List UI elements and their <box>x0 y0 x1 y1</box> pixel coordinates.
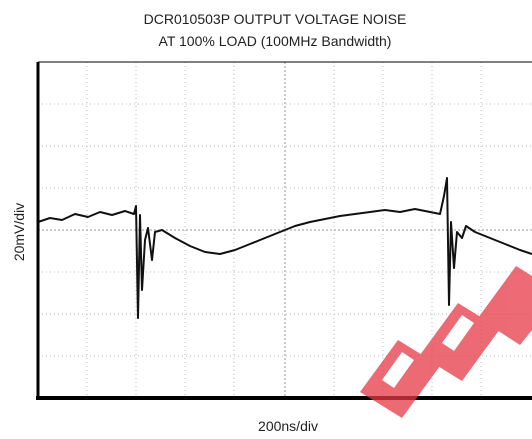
title-line: AT 100% LOAD (100MHz Bandwidth) <box>159 33 392 49</box>
x-axis-label: 200ns/div <box>258 418 318 434</box>
y-axis-label: 20mV/div <box>11 203 27 261</box>
scope-screenshot: DCR010503P OUTPUT VOLTAGE NOISE AT 100% … <box>0 0 532 439</box>
title-line: DCR010503P OUTPUT VOLTAGE NOISE <box>144 11 407 27</box>
page: DCR010503P OUTPUT VOLTAGE NOISE AT 100% … <box>0 0 532 439</box>
